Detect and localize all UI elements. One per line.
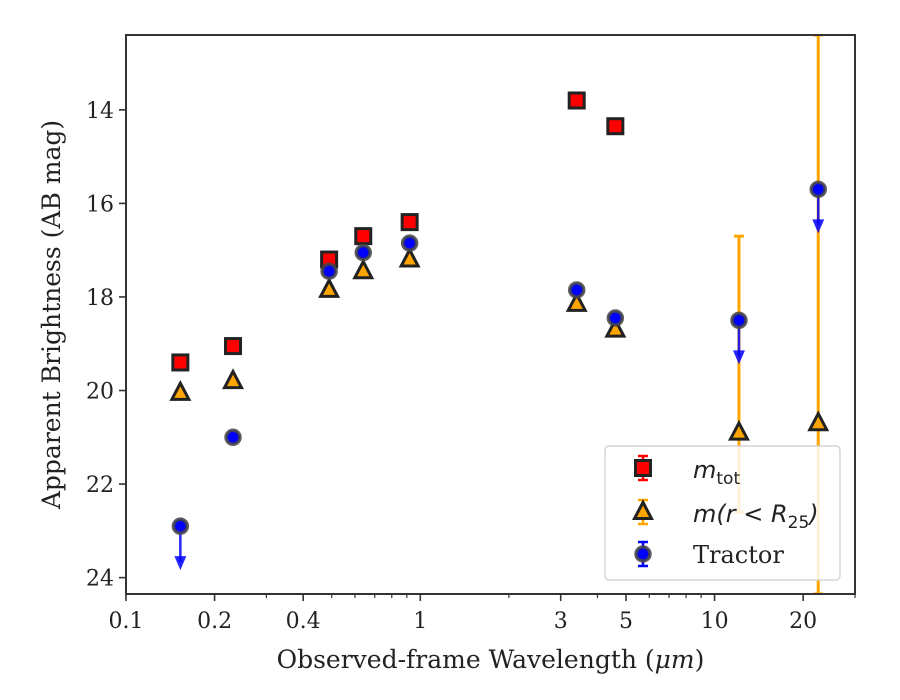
x-tick-label: 5 [619,609,633,634]
y-tick-label: 20 [86,380,114,405]
upper-limit-arrow-head [174,556,187,571]
y-tick-label: 18 [86,286,114,311]
x-tick-label: 0.1 [109,609,144,634]
marker-m-r25 [222,368,244,390]
marker-m-r25 [169,379,192,401]
x-tick-label: 3 [554,609,568,634]
upper-limit-arrow-head [732,350,745,365]
x-tick-label: 1 [413,609,427,634]
axes: 0.1 0.2 0.4 1 3 5 10 20 14 16 18 20 22 24 [86,99,856,634]
marker-m-r25 [727,419,750,441]
legend-label-tractor: Tractor [693,541,784,569]
marker-m-r25 [398,246,421,268]
x-tick-label: 0.2 [197,609,232,634]
marker-m-r25 [565,291,588,312]
marker-tractor [809,180,827,199]
y-tick-label: 14 [86,99,114,124]
legend-label-m-tot: mtot [693,456,740,489]
y-tick-label: 24 [86,567,114,592]
marker-m-tot [400,213,419,232]
y-tick-label: 22 [86,473,114,498]
marker-tractor [171,517,190,535]
legend-marker-m-r25 [632,499,654,520]
marker-m-tot [224,337,243,356]
marker-m-tot [354,227,373,246]
plot-area [169,35,830,594]
marker-m-r25 [318,277,341,298]
marker-tractor [320,262,338,280]
marker-tractor [400,234,419,252]
x-tick-label: 0.4 [286,609,321,634]
x-axis-label: Observed-frame Wavelength (μm) [277,645,705,674]
marker-m-r25 [807,410,830,432]
marker-tractor [567,281,586,299]
upper-limit-arrow-head [812,219,825,234]
x-tick-label: 20 [789,609,817,634]
x-tick-label: 10 [701,609,729,634]
y-tick-label: 16 [86,192,114,217]
marker-m-tot [567,91,586,110]
legend: mtot m(r < R25) Tractor [604,445,841,581]
marker-tractor [224,428,242,447]
plot-frame [125,34,856,595]
marker-m-tot [171,353,190,372]
legend-label-m-r25: m(r < R25) [693,500,819,533]
legend-marker-m-tot [634,459,652,477]
legend-box [604,445,841,581]
marker-m-r25 [352,258,375,280]
marker-m-tot [606,117,625,136]
marker-tractor [354,243,373,262]
legend-marker-tractor [634,545,652,563]
marker-tractor [606,309,625,327]
marker-tractor [730,311,748,330]
marker-m-r25 [604,316,627,338]
y-axis-label: Apparent Brightness (AB mag) [37,120,66,510]
